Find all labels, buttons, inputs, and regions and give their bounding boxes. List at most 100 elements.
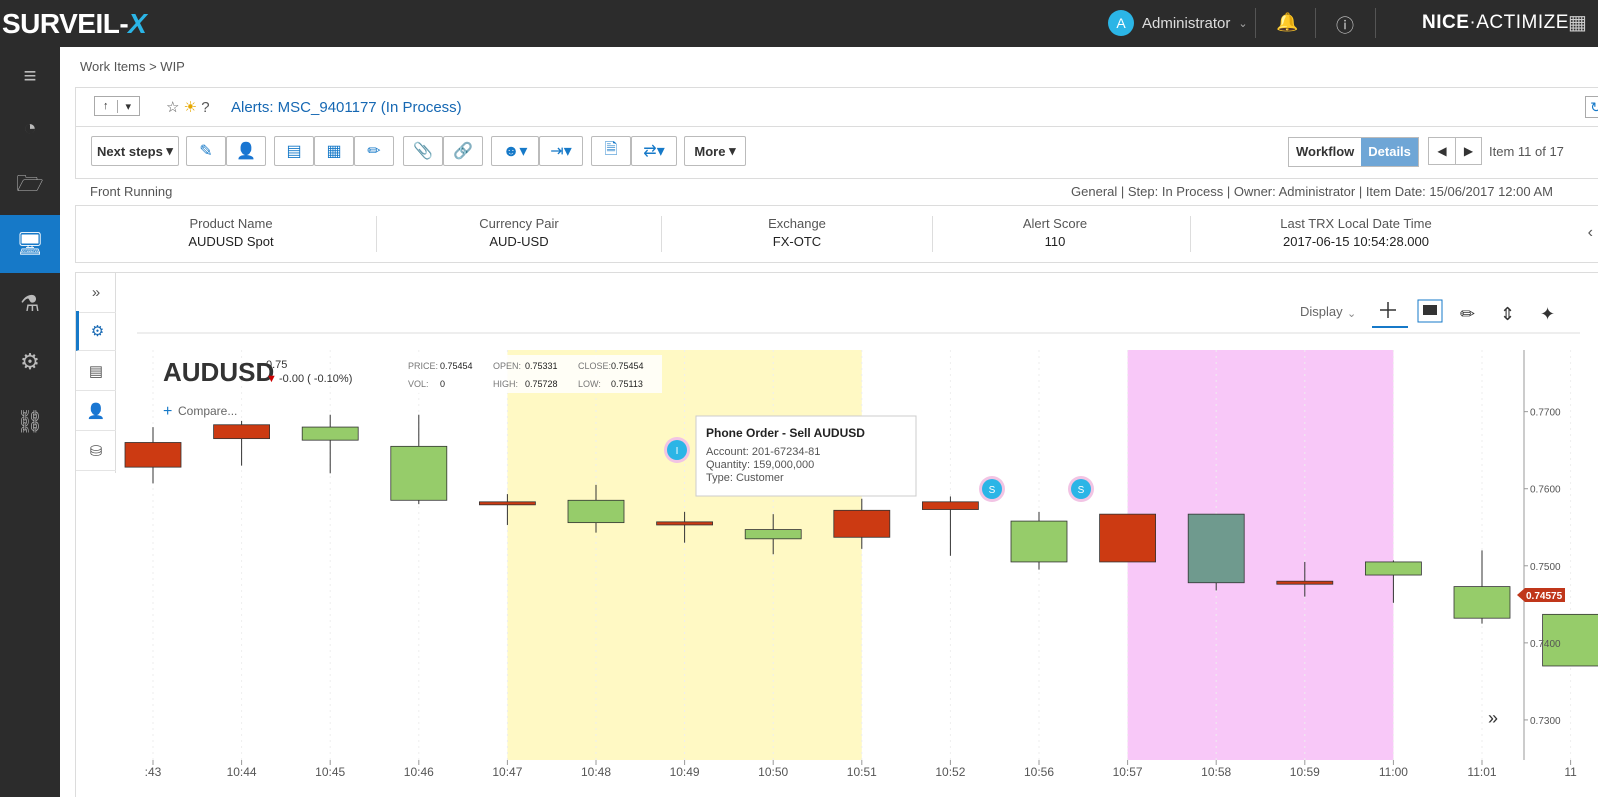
candle[interactable]	[124, 427, 182, 484]
candle[interactable]	[567, 484, 625, 533]
x-axis-ticks: :43 10:44 10:45 10:46 10:47 10:48 10:49 10:50 10…	[145, 760, 1577, 779]
y-tick-label: 0.7300	[1530, 716, 1561, 727]
candle-body	[833, 509, 891, 538]
lightbulb-icon[interactable]: ☀	[183, 99, 198, 116]
user-menu[interactable]: A Administrator ⌄	[1108, 10, 1248, 36]
candle[interactable]	[1453, 550, 1511, 624]
pencil-icon[interactable]: ✏	[1460, 304, 1475, 324]
candle[interactable]	[922, 496, 979, 556]
attach-link-icon[interactable]: 🔗	[443, 136, 483, 166]
breadcrumb[interactable]: Work Items > WIP	[80, 59, 185, 74]
export-icon[interactable]: ⇥▾	[539, 136, 583, 166]
next-steps-button[interactable]: Next steps ▾	[91, 136, 179, 166]
next-item-button[interactable]: ▶	[1455, 138, 1481, 164]
up-level-button[interactable]: ↑ ▾	[94, 96, 140, 116]
candle[interactable]	[744, 514, 802, 555]
display-dropdown[interactable]: Display	[1300, 304, 1343, 319]
candle-body	[124, 442, 182, 468]
svg-text:0.75331: 0.75331	[525, 361, 558, 371]
candle-body	[390, 445, 448, 501]
question-icon[interactable]: ?	[201, 99, 210, 116]
workflow-tab[interactable]: Workflow	[1296, 144, 1355, 159]
y-axis-ticks: 0.7700 0.7600 0.7500 0.7400 0.7300	[1524, 408, 1561, 727]
divider	[1255, 8, 1256, 38]
apps-grid-icon[interactable]: ▦	[1568, 12, 1587, 34]
note-list-icon[interactable]: ▦	[314, 136, 354, 166]
main-content: Work Items > WIP ↑ ▾ ☆ ☀ ? Alerts: MSC_94…	[60, 47, 1598, 797]
comment-tool-icon[interactable]	[1417, 299, 1443, 323]
arrows-icon[interactable]: ⇕	[1500, 304, 1515, 324]
trade-marker-s2[interactable]: S	[1068, 476, 1094, 502]
tab-chart[interactable]: ⚙	[76, 311, 116, 351]
svg-text:Account: 201-67234-81: Account: 201-67234-81	[706, 446, 820, 458]
chevron-left-icon[interactable]: ‹	[1587, 224, 1593, 241]
left-sidebar: ≡ ◔ 🗁 🖥 ⚗ ⚙ ⛓	[0, 47, 60, 797]
attach-add-icon[interactable]: 📎	[403, 136, 443, 166]
candle-body	[567, 499, 625, 524]
field-exchange: Exchange FX-OTC	[768, 216, 826, 249]
flask-icon[interactable]: ⚗	[20, 291, 40, 316]
steps-icon[interactable]: ✎	[186, 136, 226, 166]
x-tick-label: 10:52	[935, 765, 965, 779]
chevron-down-icon: ▾	[116, 99, 140, 113]
plus-icon[interactable]: +	[163, 403, 172, 420]
x-tick-label: 11	[1564, 765, 1577, 779]
candle[interactable]	[478, 494, 536, 525]
details-tab[interactable]: Details	[1361, 138, 1418, 166]
candle[interactable]	[1099, 513, 1156, 563]
monitor-icon[interactable]: 🖥	[0, 215, 60, 273]
scroll-right-button[interactable]: »	[1483, 705, 1511, 731]
x-tick-label: 10:44	[227, 765, 257, 779]
candle[interactable]	[390, 414, 448, 505]
edit-note-icon[interactable]: ✏	[354, 136, 394, 166]
assign-user-icon[interactable]: 👤	[226, 136, 266, 166]
add-note-icon[interactable]: ▤	[274, 136, 314, 166]
candle[interactable]	[213, 420, 271, 466]
x-tick-label: 10:45	[315, 765, 345, 779]
workflow-icon[interactable]: ⛓	[16, 409, 44, 434]
tab-document[interactable]: ▤	[76, 351, 116, 391]
item-navigation: ◀ ▶	[1428, 137, 1482, 165]
view-toggle: Workflow Details	[1288, 137, 1419, 167]
candle[interactable]	[656, 511, 713, 543]
x-tick-label: 10:57	[1113, 765, 1143, 779]
candle-body	[1365, 561, 1422, 576]
svg-text:HIGH:: HIGH:	[493, 379, 518, 389]
candle[interactable]	[1187, 513, 1245, 591]
chart-panel: » ⚙ ▤ 👤 ⛁	[75, 272, 1598, 797]
candle-body	[301, 426, 359, 441]
help-icon[interactable]: ⓘ	[1336, 16, 1354, 36]
crosshair-tool[interactable]	[1372, 302, 1408, 328]
menu-toggle-icon[interactable]: ≡	[23, 63, 37, 88]
pin-icon[interactable]: ✦	[1540, 304, 1555, 324]
compare-link[interactable]: Compare...	[178, 404, 237, 418]
add-document-icon[interactable]: 🗎	[591, 136, 631, 166]
trade-marker-i[interactable]: I	[664, 437, 690, 463]
app-logo[interactable]: SURVEIL-X	[2, 8, 147, 39]
candle[interactable]	[1276, 561, 1334, 597]
tab-database[interactable]: ⛁	[76, 431, 116, 471]
transfer-icon[interactable]: ⇄▾	[631, 136, 677, 166]
folder-icon[interactable]: 🗁	[16, 171, 44, 196]
expand-icon[interactable]: »	[76, 273, 116, 313]
candle[interactable]	[833, 498, 891, 549]
svg-text:0.75113: 0.75113	[611, 379, 643, 389]
candle[interactable]	[1542, 613, 1598, 667]
user-settings-icon[interactable]: ☻▾	[491, 136, 539, 166]
candle[interactable]	[301, 414, 359, 474]
dashboard-icon[interactable]: ◔	[23, 115, 37, 140]
candle[interactable]	[1010, 511, 1068, 570]
x-tick-label: 10:58	[1201, 765, 1231, 779]
svg-text:OPEN:: OPEN:	[493, 361, 521, 371]
gear-icon[interactable]: ⚙	[20, 349, 40, 374]
refresh-icon[interactable]: ↻	[1585, 96, 1598, 118]
candle[interactable]	[1365, 560, 1422, 603]
prev-item-button[interactable]: ◀	[1437, 144, 1447, 158]
field-currency-pair: Currency Pair AUD-USD	[479, 216, 559, 249]
more-button[interactable]: More ▾	[684, 136, 746, 166]
tab-user[interactable]: 👤	[76, 391, 116, 431]
star-icon[interactable]: ☆	[166, 99, 180, 116]
bell-icon[interactable]: 🔔	[1276, 12, 1299, 32]
trade-marker-s1[interactable]: S	[979, 476, 1005, 502]
